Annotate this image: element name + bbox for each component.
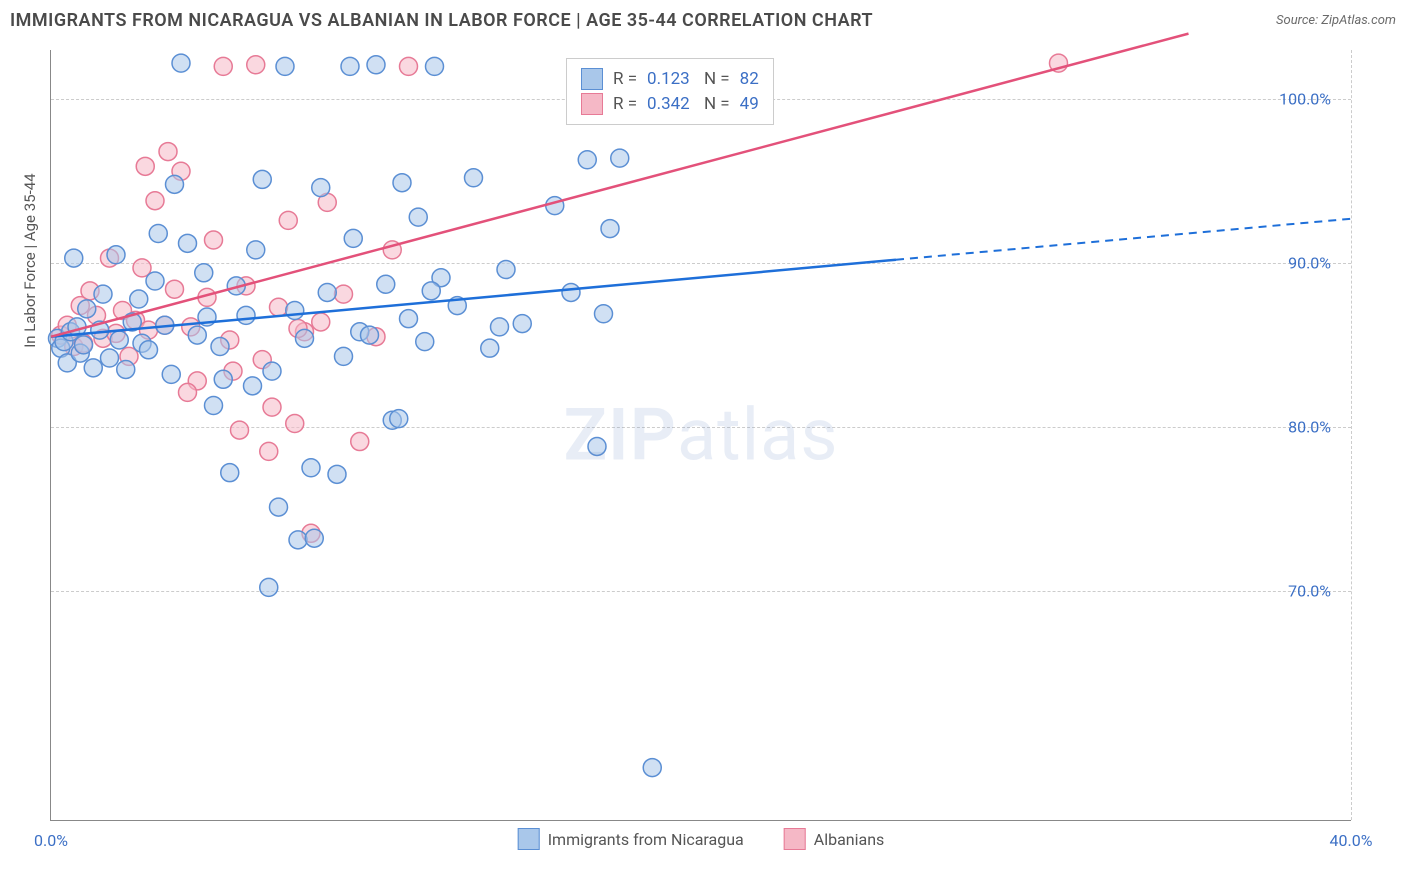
- legend-n-val-0: 82: [740, 69, 759, 89]
- chart-svg: [51, 50, 1351, 820]
- correlation-legend: R = 0.123 N = 82 R = 0.342 N = 49: [566, 58, 774, 125]
- bottom-swatch-nicaragua: [518, 828, 540, 850]
- title-bar: IMMIGRANTS FROM NICARAGUA VS ALBANIAN IN…: [10, 10, 1396, 31]
- bottom-label-nicaragua: Immigrants from Nicaragua: [548, 830, 744, 849]
- xtick-label: 40.0%: [1330, 831, 1373, 850]
- legend-n-label: N =: [700, 94, 730, 114]
- bottom-swatch-albanians: [784, 828, 806, 850]
- plot-area: In Labor Force | Age 35-44 ZIPatlas 70.0…: [50, 50, 1351, 821]
- source-label: Source: ZipAtlas.com: [1276, 13, 1396, 28]
- legend-row-nicaragua: R = 0.123 N = 82: [581, 68, 759, 90]
- legend-r-val-1: 0.342: [647, 94, 690, 114]
- legend-row-albanians: R = 0.342 N = 49: [581, 93, 759, 115]
- y-axis-label: In Labor Force | Age 35-44: [21, 173, 39, 347]
- legend-swatch-albanians: [581, 93, 603, 115]
- bottom-label-albanians: Albanians: [814, 830, 885, 849]
- bottom-legend-albanians: Albanians: [784, 828, 885, 850]
- xtick-label: 0.0%: [34, 831, 68, 850]
- bottom-legend: Immigrants from Nicaragua Albanians: [518, 828, 885, 850]
- legend-r-label: R =: [613, 69, 637, 89]
- bottom-legend-nicaragua: Immigrants from Nicaragua: [518, 828, 744, 850]
- legend-r-label: R =: [613, 94, 637, 114]
- chart-title: IMMIGRANTS FROM NICARAGUA VS ALBANIAN IN…: [10, 10, 873, 31]
- legend-n-label: N =: [700, 69, 730, 89]
- legend-n-val-1: 49: [740, 94, 759, 114]
- legend-r-val-0: 0.123: [647, 69, 690, 89]
- legend-swatch-nicaragua: [581, 68, 603, 90]
